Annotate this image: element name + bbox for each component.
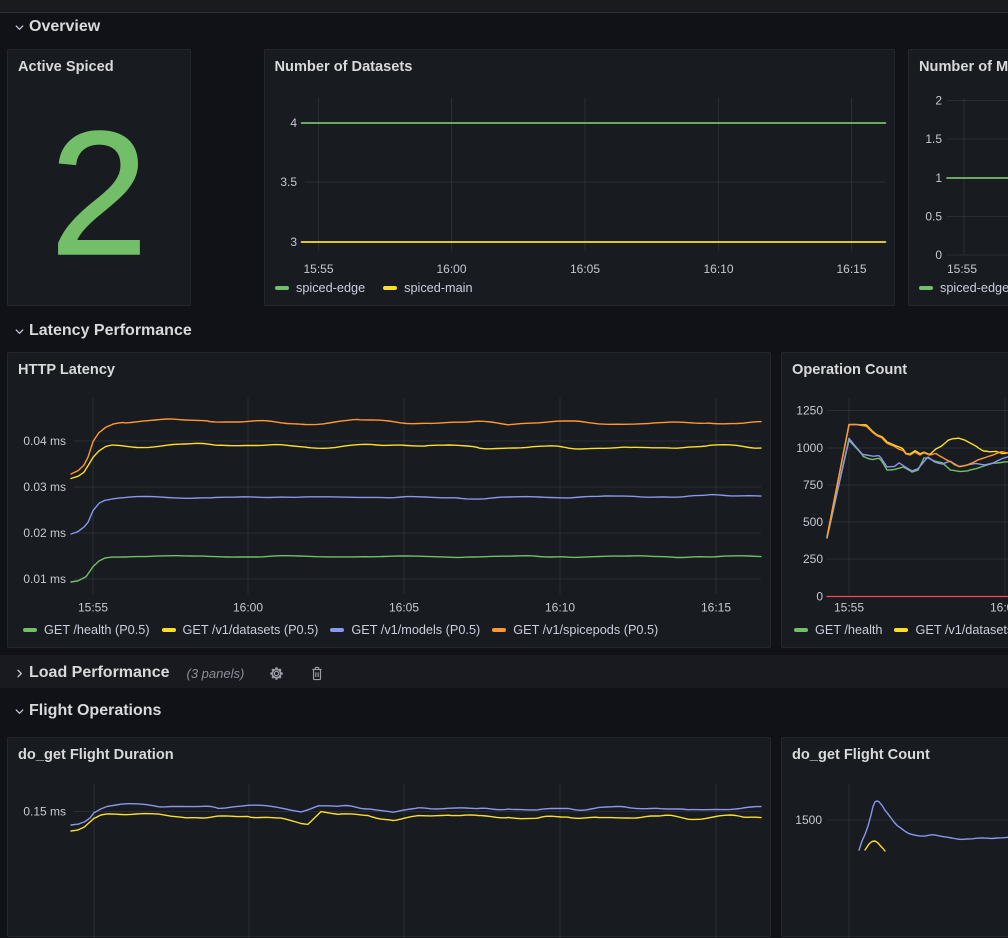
svg-text:16:05: 16:05	[389, 601, 419, 615]
svg-text:16:00: 16:00	[436, 262, 466, 276]
svg-text:15:55: 15:55	[947, 262, 977, 276]
svg-text:4: 4	[290, 116, 297, 130]
svg-text:0.03 ms: 0.03 ms	[23, 480, 66, 494]
svg-text:1000: 1000	[796, 441, 823, 455]
svg-text:16:05: 16:05	[569, 262, 599, 276]
svg-text:500: 500	[803, 515, 823, 529]
svg-text:16:15: 16:15	[701, 601, 731, 615]
svg-text:16:00: 16:00	[233, 601, 263, 615]
svg-text:0.5: 0.5	[925, 210, 942, 224]
svg-text:1.5: 1.5	[925, 132, 942, 146]
svg-text:16:15: 16:15	[836, 262, 866, 276]
svg-text:0.15 ms: 0.15 ms	[23, 805, 66, 819]
svg-text:15:55: 15:55	[78, 601, 108, 615]
svg-text:1500: 1500	[795, 813, 822, 827]
svg-text:2: 2	[935, 94, 942, 108]
svg-text:0: 0	[816, 590, 823, 604]
svg-text:0.01 ms: 0.01 ms	[23, 572, 66, 586]
svg-text:750: 750	[803, 478, 823, 492]
svg-text:0.02 ms: 0.02 ms	[23, 526, 66, 540]
svg-text:0.04 ms: 0.04 ms	[23, 434, 66, 448]
svg-text:1250: 1250	[796, 404, 823, 418]
svg-text:16:10: 16:10	[545, 601, 575, 615]
svg-text:3: 3	[290, 235, 297, 249]
svg-text:16:00: 16:00	[990, 601, 1008, 615]
svg-text:16:10: 16:10	[703, 262, 733, 276]
svg-text:250: 250	[803, 552, 823, 566]
svg-text:1: 1	[935, 171, 942, 185]
svg-text:0: 0	[935, 248, 942, 262]
svg-text:15:55: 15:55	[303, 262, 333, 276]
svg-text:15:55: 15:55	[834, 601, 864, 615]
svg-text:3.5: 3.5	[280, 175, 297, 189]
